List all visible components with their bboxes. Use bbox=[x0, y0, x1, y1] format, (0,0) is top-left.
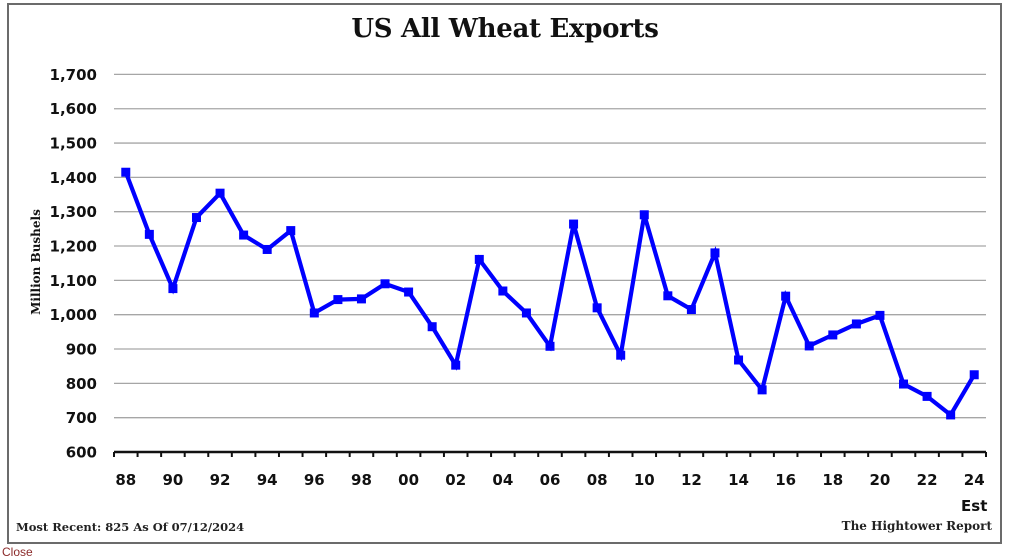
chart-title: US All Wheat Exports bbox=[351, 14, 659, 44]
data-point-marker bbox=[686, 305, 696, 315]
x-tick-label: 90 bbox=[162, 471, 183, 489]
x-tick-label: 24 bbox=[964, 471, 985, 489]
data-point-marker bbox=[286, 226, 296, 236]
x-tick-label: 08 bbox=[587, 471, 608, 489]
data-point-marker bbox=[168, 284, 178, 294]
x-tick-label: 00 bbox=[398, 471, 419, 489]
data-point-marker bbox=[262, 244, 272, 254]
data-point-marker bbox=[521, 308, 531, 318]
y-tick-label: 1,400 bbox=[50, 169, 97, 187]
data-point-marker bbox=[734, 355, 744, 365]
data-point-marker bbox=[969, 370, 979, 380]
data-point-marker bbox=[380, 279, 390, 289]
data-point-marker bbox=[616, 350, 626, 360]
y-tick-label: 1,300 bbox=[50, 203, 97, 221]
data-point-marker bbox=[309, 308, 319, 318]
y-tick-label: 1,700 bbox=[50, 66, 97, 84]
x-tick-label: 98 bbox=[351, 471, 372, 489]
data-point-marker bbox=[404, 287, 414, 297]
chart-frame bbox=[7, 3, 1002, 544]
y-tick-label: 700 bbox=[66, 409, 97, 427]
data-point-marker bbox=[639, 210, 649, 220]
close-link[interactable]: Close bbox=[2, 545, 33, 559]
data-series bbox=[121, 167, 979, 420]
data-point-marker bbox=[922, 391, 932, 401]
y-tick-label: 800 bbox=[66, 375, 97, 393]
data-point-marker bbox=[356, 294, 366, 304]
x-tick-label: 02 bbox=[445, 471, 466, 489]
source-credit: The Hightower Report bbox=[841, 519, 992, 533]
data-point-marker bbox=[474, 254, 484, 264]
data-point-marker bbox=[781, 291, 791, 301]
x-tick-label: 04 bbox=[492, 471, 513, 489]
x-tick-label: 18 bbox=[822, 471, 843, 489]
data-point-marker bbox=[804, 341, 814, 351]
most-recent-note: Most Recent: 825 As Of 07/12/2024 bbox=[16, 520, 245, 534]
y-tick-label: 1,600 bbox=[50, 100, 97, 118]
data-point-marker bbox=[710, 248, 720, 258]
data-point-marker bbox=[875, 310, 885, 320]
data-point-marker bbox=[851, 319, 861, 329]
data-point-marker bbox=[333, 295, 343, 305]
x-tick-label: 94 bbox=[257, 471, 278, 489]
data-point-marker bbox=[592, 303, 602, 313]
x-tick-label: 14 bbox=[728, 471, 749, 489]
data-point-marker bbox=[545, 341, 555, 351]
data-point-marker bbox=[239, 230, 249, 240]
data-point-marker bbox=[144, 229, 154, 239]
y-tick-label: 900 bbox=[66, 341, 97, 359]
data-point-marker bbox=[828, 330, 838, 340]
x-tick-label: 88 bbox=[115, 471, 136, 489]
data-point-marker bbox=[663, 291, 673, 301]
x-tick-label: 96 bbox=[304, 471, 325, 489]
data-point-marker bbox=[498, 286, 508, 296]
x-tick-label: 92 bbox=[210, 471, 231, 489]
data-point-marker bbox=[215, 188, 225, 198]
data-point-marker bbox=[191, 213, 201, 223]
x-tick-label: 06 bbox=[540, 471, 561, 489]
x-axis: 88 90 92 94 96 98 00 02 04 06 08 10 12 14 16 18 20 22 24 Es… bbox=[113, 450, 987, 515]
y-tick-label: 1,100 bbox=[50, 272, 97, 290]
data-point-marker bbox=[569, 219, 579, 229]
data-point-marker bbox=[451, 360, 461, 370]
gridlines bbox=[114, 73, 986, 419]
x-tick-sublabel-est: Est bbox=[961, 497, 987, 515]
data-point-marker bbox=[946, 410, 956, 420]
y-tick-label: 1,500 bbox=[50, 135, 97, 153]
x-tick-label: 16 bbox=[775, 471, 796, 489]
x-tick-label: 10 bbox=[634, 471, 655, 489]
x-tick-label: 12 bbox=[681, 471, 702, 489]
x-tick-label: 22 bbox=[917, 471, 938, 489]
y-tick-label: 600 bbox=[66, 444, 97, 462]
x-tick-label: 20 bbox=[870, 471, 891, 489]
y-axis-ticks: 600 700 800 900 1,000 1,100 1,200 1,300 1,400 1,5… bbox=[50, 66, 97, 462]
data-point-marker bbox=[427, 322, 437, 332]
y-tick-label: 1,000 bbox=[50, 306, 97, 324]
data-point-marker bbox=[121, 167, 131, 177]
data-point-marker bbox=[757, 385, 767, 395]
y-tick-label: 1,200 bbox=[50, 238, 97, 256]
series-line bbox=[123, 171, 977, 419]
data-point-marker bbox=[899, 379, 909, 389]
